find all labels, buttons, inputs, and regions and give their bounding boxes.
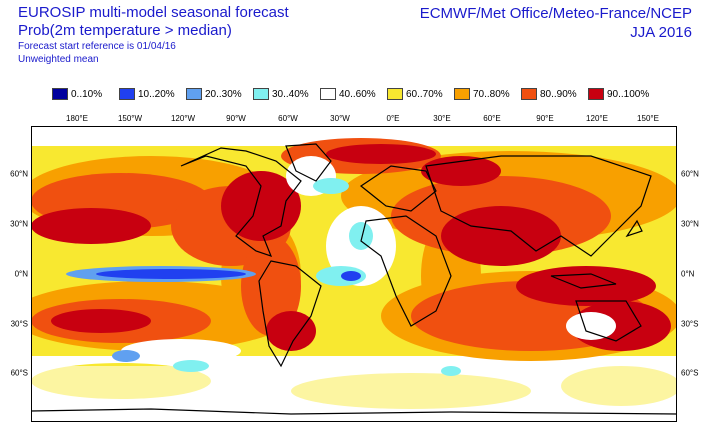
forecast-start: Forecast start reference is 01/04/16	[18, 41, 176, 52]
latitude-axis-right: 60°N 30°N 0°N 30°S 60°S	[679, 126, 706, 422]
legend-swatch	[387, 88, 403, 100]
legend: 0..10% 10..20% 20..30% 30..40% 40..60% 6…	[52, 88, 655, 100]
lat-label: 60°S	[681, 368, 699, 378]
legend-item: 90..100%	[588, 88, 655, 100]
lon-label: 90°E	[536, 114, 554, 123]
lon-label: 150°E	[637, 114, 659, 123]
map-subtitle: Prob(2m temperature > median)	[18, 22, 232, 39]
lon-label: 60°W	[278, 114, 298, 123]
coastlines	[31, 143, 677, 415]
legend-swatch	[186, 88, 202, 100]
lon-label: 60°E	[483, 114, 501, 123]
lat-label: 0°N	[14, 269, 28, 279]
lat-label: 30°S	[10, 319, 28, 329]
field-90-100	[31, 144, 671, 351]
lat-label: 30°N	[681, 219, 699, 229]
legend-item: 80..90%	[521, 88, 588, 100]
legend-label: 10..20%	[138, 88, 175, 100]
map-frame	[31, 126, 677, 422]
legend-label: 20..30%	[205, 88, 242, 100]
lon-label: 0°E	[386, 114, 400, 123]
lon-label: 30°E	[433, 114, 451, 123]
field-cool	[66, 178, 461, 376]
lat-label: 30°N	[10, 219, 28, 229]
lon-label: 180°E	[66, 114, 88, 123]
lat-label: 60°S	[10, 368, 28, 378]
legend-item: 30..40%	[253, 88, 320, 100]
lon-label: 120°W	[170, 114, 196, 123]
legend-swatch	[52, 88, 68, 100]
legend-label: 30..40%	[272, 88, 309, 100]
lat-label: 60°N	[10, 169, 28, 179]
legend-item: 10..20%	[119, 88, 186, 100]
legend-swatch	[253, 88, 269, 100]
legend-item: 0..10%	[52, 88, 119, 100]
legend-item: 70..80%	[454, 88, 521, 100]
legend-item: 20..30%	[186, 88, 253, 100]
legend-item: 40..60%	[320, 88, 387, 100]
lon-label: 150°W	[117, 114, 143, 123]
lon-label: 90°W	[226, 114, 246, 123]
title-right-block: ECMWF/Met Office/Meteo-France/NCEP JJA 2…	[420, 4, 692, 42]
probability-map	[31, 126, 677, 422]
map-title: EUROSIP multi-model seasonal forecast	[18, 4, 289, 21]
lat-label: 0°N	[681, 269, 695, 279]
centres-label: ECMWF/Met Office/Meteo-France/NCEP	[419, 5, 692, 22]
lat-label: 30°S	[681, 319, 699, 329]
lat-label: 60°N	[681, 169, 699, 179]
legend-swatch	[454, 88, 470, 100]
latitude-axis-left: 60°N 30°N 0°N 30°S 60°S	[0, 126, 30, 422]
season-label: JJA 2016	[630, 24, 692, 41]
legend-swatch	[588, 88, 604, 100]
lon-label: 30°W	[330, 114, 350, 123]
legend-swatch	[119, 88, 135, 100]
title-block: EUROSIP multi-model seasonal forecast Pr…	[18, 4, 289, 66]
legend-label: 60..70%	[406, 88, 443, 100]
legend-label: 90..100%	[607, 88, 650, 100]
longitude-axis-top: 180°E 150°W 120°W 90°W 60°W 30°W 0°E 30°…	[31, 114, 677, 126]
legend-label: 80..90%	[540, 88, 577, 100]
map-canvas	[31, 126, 677, 422]
legend-label: 0..10%	[71, 88, 103, 100]
legend-swatch	[320, 88, 336, 100]
lon-label: 120°E	[586, 114, 608, 123]
weighting-note: Unweighted mean	[18, 54, 99, 65]
legend-swatch	[521, 88, 537, 100]
legend-item: 60..70%	[387, 88, 454, 100]
legend-label: 70..80%	[473, 88, 510, 100]
legend-label: 40..60%	[339, 88, 376, 100]
